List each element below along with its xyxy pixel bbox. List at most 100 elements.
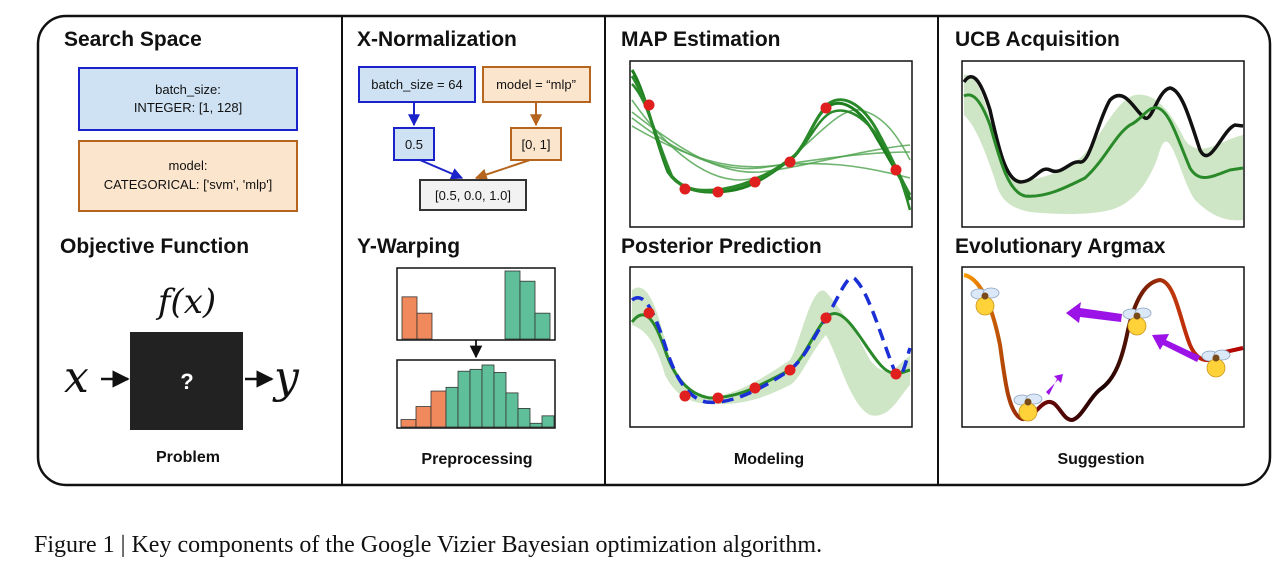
ucb-mean-curve — [963, 93, 1244, 198]
normalized-batch-box — [393, 127, 435, 161]
map-point — [679, 183, 691, 195]
map-curve-faint-3 — [631, 125, 911, 179]
model-param-name: model: — [168, 158, 207, 173]
map-point — [643, 99, 655, 111]
figure-caption: Figure 1 | Key components of the Google … — [34, 532, 822, 558]
black-box-label: ? — [180, 369, 193, 394]
ucb-acquisition-curve — [962, 75, 1244, 184]
posterior-point — [784, 364, 796, 376]
histogram-before-bars — [401, 270, 551, 340]
batch-size-param-name: batch_size: — [155, 82, 221, 97]
map-curve-faint-1 — [631, 111, 911, 174]
model-input-box — [482, 66, 591, 103]
batch-to-vector-arrow — [419, 159, 464, 180]
histogram-bar-orange — [401, 296, 418, 340]
objective-function-title: Objective Function — [60, 235, 249, 258]
black-box — [130, 332, 243, 430]
histogram-bar-teal — [534, 312, 551, 340]
outer-frame — [36, 14, 1272, 487]
y-warping-title: Y-Warping — [357, 235, 460, 258]
posterior-observed-points — [643, 307, 902, 404]
map-point — [890, 164, 902, 176]
firefly-agent — [1122, 307, 1152, 336]
firefly-glow — [1127, 316, 1147, 336]
model-param-box — [78, 140, 298, 212]
normalized-model-box — [510, 127, 562, 161]
firefly-agent — [1013, 393, 1043, 422]
modeling-footer: Modeling — [734, 451, 804, 468]
histogram-bar-orange — [430, 390, 447, 428]
batch-size-param-box — [78, 67, 298, 131]
ucb-uncertainty-band — [964, 74, 1243, 221]
firefly-agent — [1201, 349, 1231, 378]
histogram-bar-teal — [505, 392, 519, 428]
histogram-bar-teal — [481, 364, 495, 428]
output-y-label: y — [272, 352, 300, 403]
posterior-point — [643, 307, 655, 319]
problem-panel: Search Space batch_size: INTEGER: [1, 12… — [60, 28, 300, 466]
posterior-plot-frame — [629, 266, 913, 428]
ucb-plot — [962, 74, 1244, 221]
histogram-bar-teal — [457, 370, 471, 428]
posterior-uncertainty-band — [632, 287, 910, 416]
histogram-bar-teal — [504, 270, 521, 340]
evo-landscape-curve — [963, 273, 1244, 423]
map-point — [749, 176, 761, 188]
posterior-point — [820, 312, 832, 324]
input-x-label: x — [64, 352, 89, 403]
histogram-bar-orange — [415, 406, 432, 428]
search-space-title: Search Space — [64, 28, 202, 51]
model-param-values: CATEGORICAL: ['svm', 'mlp'] — [104, 177, 273, 192]
function-label: f(x) — [155, 282, 216, 322]
map-point — [820, 102, 832, 114]
map-plot-frame — [629, 60, 913, 228]
firefly-glow — [1018, 402, 1038, 422]
posterior-point — [749, 382, 761, 394]
preprocessing-footer: Preprocessing — [421, 451, 532, 468]
histogram-bar-teal — [469, 368, 483, 428]
suggestion-panel: UCB Acquisition Evolutionary Argmax — [955, 28, 1245, 468]
ucb-acquisition-title: UCB Acquisition — [955, 28, 1120, 51]
problem-footer: Problem — [156, 449, 220, 466]
batch-size-input-box — [358, 66, 476, 103]
histogram-bar-teal — [541, 415, 555, 428]
firefly-head — [981, 292, 989, 300]
firefly-head — [1024, 398, 1032, 406]
x-normalization-title: X-Normalization — [357, 28, 517, 51]
evo-mutation-arrows — [1046, 302, 1200, 395]
purple-arrow-left-right — [1152, 334, 1200, 362]
map-estimation-title: MAP Estimation — [621, 28, 780, 51]
map-point — [784, 156, 796, 168]
histogram-after-bars — [400, 364, 555, 428]
feature-vector-label: [0.5, 0.0, 1.0] — [435, 188, 511, 203]
posterior-point — [712, 392, 724, 404]
histogram-bar-teal — [493, 372, 507, 428]
histogram-bar-orange — [400, 419, 417, 428]
histogram-bar-teal — [445, 386, 459, 428]
evo-plot-frame — [961, 266, 1245, 428]
purple-arrow-up — [1046, 374, 1063, 395]
evolutionary-argmax-title: Evolutionary Argmax — [955, 235, 1166, 258]
histogram-bar-orange — [416, 312, 433, 340]
model-to-vector-arrow — [474, 159, 531, 181]
firefly-head — [1133, 312, 1141, 320]
evo-firefly-agents — [970, 287, 1231, 422]
firefly-head — [1212, 354, 1220, 362]
normalized-batch-label: 0.5 — [405, 137, 423, 152]
batch-size-input-label: batch_size = 64 — [371, 77, 462, 92]
firefly-glow — [1206, 358, 1226, 378]
map-plot-curves — [630, 69, 912, 211]
map-point — [712, 186, 724, 198]
evo-plot — [963, 273, 1244, 423]
map-curve-faint-2 — [631, 117, 911, 170]
preprocessing-panel: X-Normalization batch_size = 64 model = … — [357, 28, 591, 468]
batch-size-param-range: INTEGER: [1, 128] — [134, 100, 242, 115]
firefly-glow — [975, 296, 995, 316]
firefly-agent — [970, 287, 1000, 316]
objective-dashed-curve — [630, 276, 912, 405]
posterior-point — [679, 390, 691, 402]
modeling-panel: MAP Estimation Posterior Prediction — [621, 28, 913, 468]
histogram-bar-teal — [517, 407, 531, 428]
normalized-model-label: [0, 1] — [522, 137, 551, 152]
